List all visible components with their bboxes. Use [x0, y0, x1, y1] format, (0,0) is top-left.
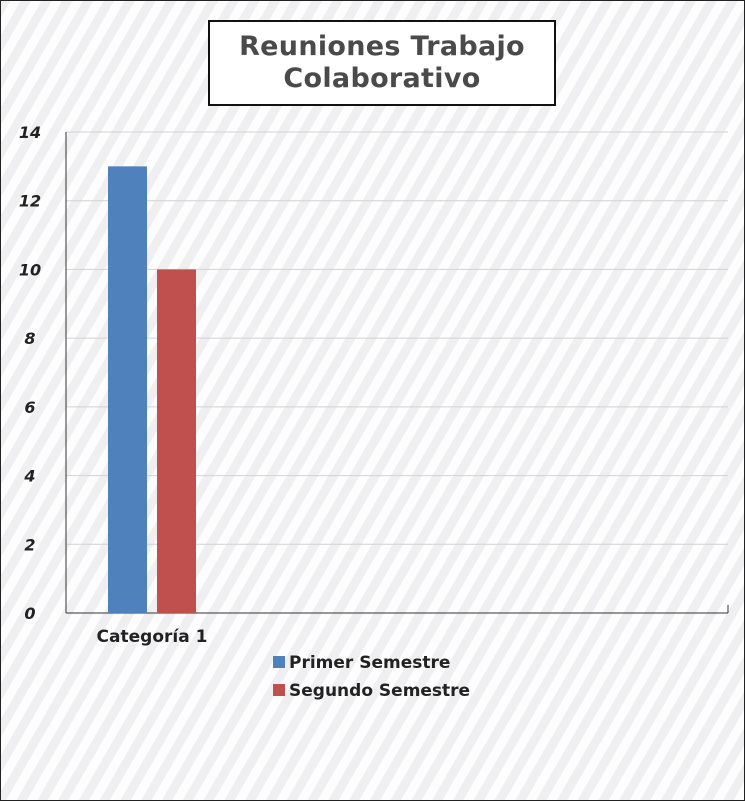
y-tick-label: 6	[24, 398, 35, 417]
y-tick-label: 14	[19, 123, 41, 142]
y-tick-label: 0	[24, 604, 35, 623]
legend: Primer Semestre Segundo Semestre	[273, 653, 470, 701]
bar-primer-semestre	[108, 166, 147, 613]
y-tick-label: 10	[19, 260, 41, 279]
legend-label: Segundo Semestre	[289, 681, 470, 701]
bars	[108, 166, 196, 613]
x-axis-labels: Categoría 1	[97, 627, 208, 647]
y-tick-label: 2	[24, 535, 35, 554]
chart-title: Reuniones Trabajo Colaborativo	[208, 20, 556, 106]
bar-segundo-semestre	[157, 269, 196, 613]
legend-label: Primer Semestre	[289, 653, 450, 673]
y-tick-label: 12	[19, 192, 41, 211]
y-tick-label: 4	[23, 467, 35, 486]
x-tick-label: Categoría 1	[97, 627, 208, 647]
y-tick-label: 8	[24, 329, 35, 348]
legend-swatch	[273, 656, 285, 668]
legend-swatch	[273, 684, 285, 696]
y-axis-ticks: 0 2 4 6 8 10 12 14	[19, 123, 41, 623]
